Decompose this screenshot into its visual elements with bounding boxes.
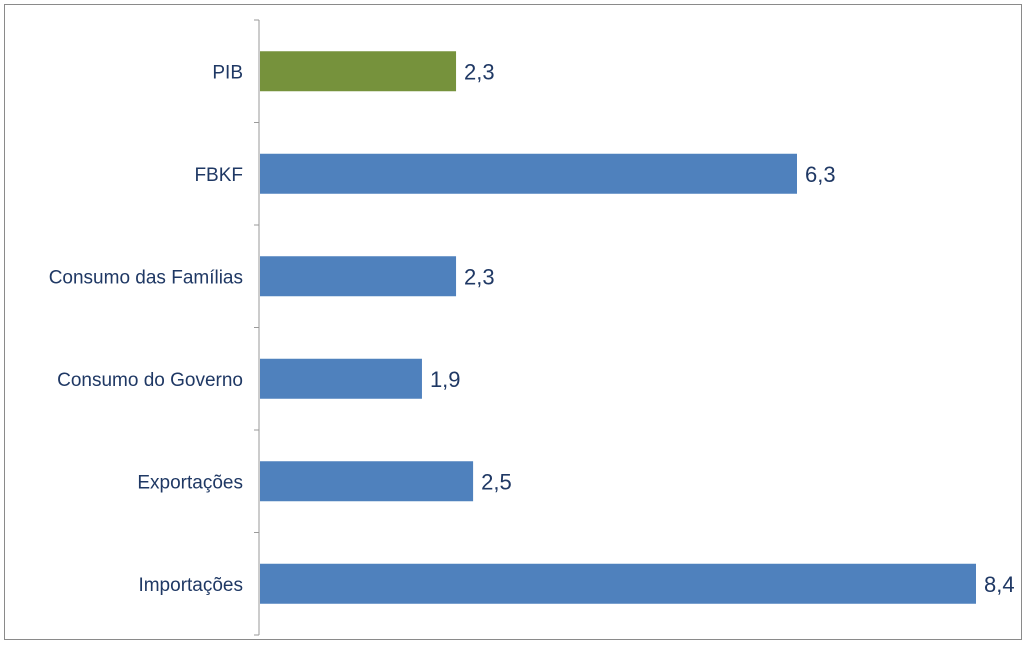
category-label: Importações xyxy=(138,575,243,596)
chart-labels: PIB 2,3 FBKF 6,3 Consumo das Famílias 2,3 Cons… xyxy=(49,59,1015,597)
bar-3 xyxy=(260,358,422,399)
value-label: 2,3 xyxy=(464,264,495,289)
bar-5 xyxy=(260,563,976,604)
value-label: 8,4 xyxy=(984,572,1015,597)
value-label: 6,3 xyxy=(805,162,836,187)
bar-2 xyxy=(260,256,457,297)
bar-4 xyxy=(260,461,474,502)
category-label: Exportações xyxy=(137,472,243,493)
bar-0 xyxy=(260,51,457,92)
category-label: FBKF xyxy=(194,165,243,186)
value-label: 1,9 xyxy=(430,367,461,392)
chart-bars xyxy=(260,51,976,604)
value-label: 2,3 xyxy=(464,59,495,84)
value-label: 2,5 xyxy=(481,469,512,494)
bar-chart: PIB 2,3 FBKF 6,3 Consumo das Famílias 2,3 Cons… xyxy=(49,19,1015,636)
category-label: PIB xyxy=(212,62,243,83)
bar-1 xyxy=(260,153,797,194)
category-label: Consumo do Governo xyxy=(57,370,243,391)
chart-axes xyxy=(254,19,260,636)
category-label: Consumo das Famílias xyxy=(49,267,243,288)
chart-frame: PIB 2,3 FBKF 6,3 Consumo das Famílias 2,3 Cons… xyxy=(4,4,1022,640)
